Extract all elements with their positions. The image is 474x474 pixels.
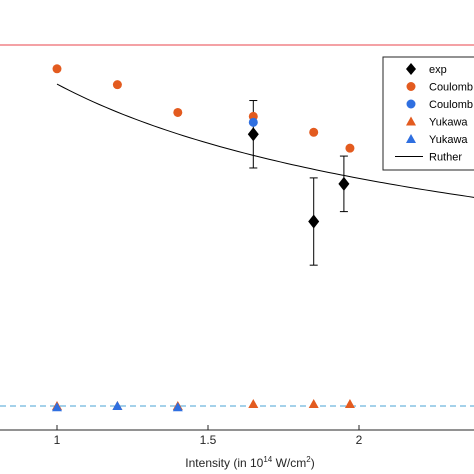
- yukawa-point: [344, 399, 355, 409]
- legend-marker-coulomb: [406, 82, 416, 91]
- coulomb-point: [345, 143, 355, 153]
- x-tick-label: 2: [356, 433, 363, 447]
- coulomb-point: [248, 117, 258, 127]
- legend: exp Coulomb Coulomb Yukawa Yukawa Ruther: [382, 56, 474, 171]
- x-tick-label: 1: [54, 433, 61, 447]
- legend-label: Ruther: [429, 152, 462, 164]
- legend-marker-yukawa: [406, 134, 416, 143]
- rutherford-curve: [56, 83, 474, 198]
- coulomb-point: [112, 80, 122, 90]
- coulomb-point: [52, 64, 62, 74]
- coulomb-point: [173, 107, 183, 117]
- legend-marker-yukawa: [406, 116, 416, 126]
- yukawa-point: [172, 402, 183, 412]
- yukawa-point: [248, 399, 259, 409]
- reference-lines: [0, 44, 474, 407]
- legend-box: [382, 56, 474, 171]
- yukawa-point: [112, 401, 123, 410]
- x-axis-title: Intensity (in 1014 W/cm2): [185, 455, 314, 470]
- legend-label: exp: [429, 64, 447, 76]
- coulomb-point: [309, 127, 319, 137]
- legend-label: Coulomb: [429, 82, 473, 94]
- legend-label: Coulomb: [429, 99, 473, 111]
- exp-point: [338, 176, 350, 191]
- x-tick-label: 1.5: [200, 433, 217, 447]
- data-markers: [52, 64, 355, 412]
- yukawa-point: [52, 402, 62, 412]
- rutherford-curve-layer: [56, 83, 474, 198]
- x-axis: 11.522.533.5: [0, 425, 474, 447]
- legend-marker-coulomb: [406, 99, 416, 109]
- exp-point: [308, 214, 320, 229]
- legend-marker-exp: [406, 63, 416, 75]
- exp-point: [247, 127, 259, 142]
- legend-label: Yukawa: [429, 117, 468, 129]
- yukawa-point: [308, 399, 319, 409]
- legend-label: Yukawa: [429, 134, 468, 146]
